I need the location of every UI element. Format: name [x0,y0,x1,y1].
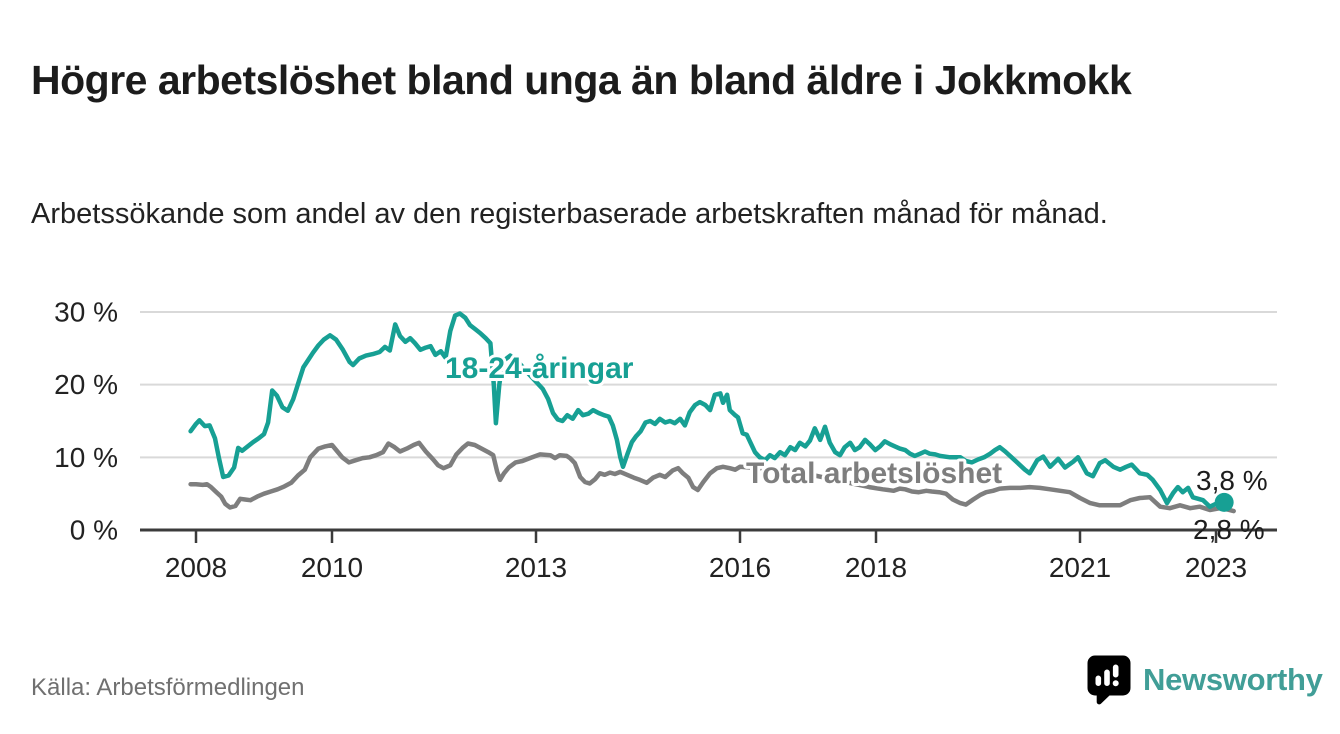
newsworthy-logo: Newsworthy [1086,654,1323,705]
x-tick-label: 2023 [1185,552,1247,583]
series-label: Total arbetslöshet [746,457,1002,490]
x-tick-label: 2008 [165,552,227,583]
newsworthy-bubble-chart-icon [1086,654,1132,705]
source-note: Källa: Arbetsförmedlingen [31,674,305,701]
series-line-18-24-ringar [188,311,1227,509]
y-tick-label: 10 % [54,442,118,473]
x-tick-label: 2013 [505,552,567,583]
page-subtitle: Arbetssökande som andel av den registerb… [31,198,1108,230]
series-line-total-arbetsl-shet [188,440,1236,514]
y-tick-label: 20 % [54,369,118,400]
series-label: 18-24-åringar [445,352,634,385]
series-endpoint-dot [1214,492,1234,512]
y-tick-label: 0 % [70,515,118,546]
latest-value-label: 3,8 % [1196,465,1268,496]
y-tick-label: 30 % [54,296,118,327]
x-tick-label: 2018 [845,552,907,583]
latest-value-label: 2,8 % [1193,514,1265,545]
x-tick-label: 2021 [1049,552,1111,583]
x-tick-label: 2016 [709,552,771,583]
newsworthy-wordmark: Newsworthy [1143,661,1323,697]
x-tick-label: 2010 [301,552,363,583]
page-title: Högre arbetslöshet bland unga än bland ä… [31,57,1132,104]
